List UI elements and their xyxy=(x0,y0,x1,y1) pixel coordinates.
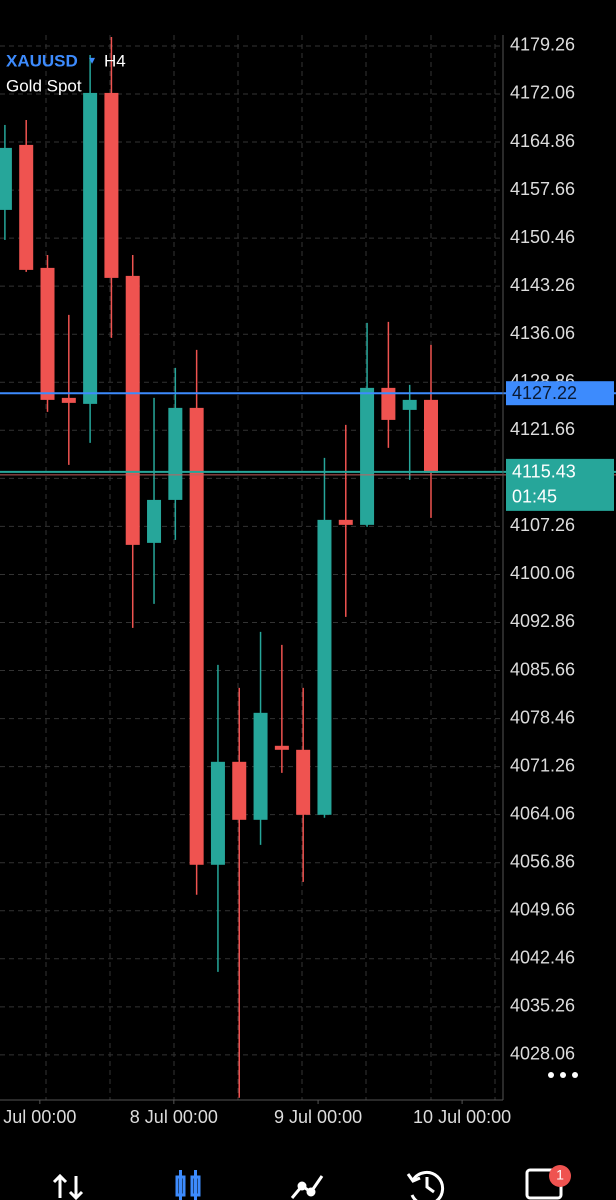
y-tick-label: 4064.06 xyxy=(510,803,575,823)
y-tick-label: 4042.46 xyxy=(510,948,575,968)
nav-trade[interactable] xyxy=(290,1175,324,1199)
candle-body xyxy=(104,92,119,278)
candle-body xyxy=(19,144,34,270)
x-tick-label: 9 Jul 00:00 xyxy=(274,1107,362,1127)
candle-body xyxy=(147,499,162,543)
candle-body xyxy=(296,749,311,815)
plot-area xyxy=(0,37,616,1098)
price-label: 4127.22 xyxy=(512,383,577,403)
vertical-grid xyxy=(45,35,496,1100)
nav-quotes[interactable] xyxy=(52,1173,84,1200)
nav-history[interactable] xyxy=(406,1170,445,1200)
candle-body xyxy=(189,407,204,865)
candle-body xyxy=(360,387,375,525)
y-tick-label: 4056.86 xyxy=(510,851,575,871)
candle-body xyxy=(253,712,268,820)
candle-body xyxy=(168,407,183,500)
candle-body xyxy=(423,399,438,473)
y-tick-label: 4157.66 xyxy=(510,179,575,199)
y-tick-label: 4078.46 xyxy=(510,707,575,727)
x-tick-label: 10 Jul 00:00 xyxy=(413,1107,511,1127)
y-tick-label: 4092.86 xyxy=(510,611,575,631)
y-tick-label: 4049.66 xyxy=(510,900,575,920)
candle-body xyxy=(381,387,396,420)
nav-messages[interactable] xyxy=(525,1165,571,1200)
y-tick-label: 4107.26 xyxy=(510,515,575,535)
x-tick-label: 8 Jul 00:00 xyxy=(130,1107,218,1127)
candle-body xyxy=(274,745,289,750)
candle-body xyxy=(61,397,76,403)
candle-body xyxy=(125,275,140,545)
more-menu[interactable] xyxy=(548,1072,578,1078)
y-tick-label: 4164.86 xyxy=(510,131,575,151)
y-tick-label: 4035.26 xyxy=(510,996,575,1016)
y-tick-label: 4172.06 xyxy=(510,83,575,103)
candle-body xyxy=(40,267,55,400)
y-tick-label: 4136.06 xyxy=(510,323,575,343)
candle-body xyxy=(0,147,12,210)
y-tick-label: 4071.26 xyxy=(510,755,575,775)
x-tick-label: Jul 00:00 xyxy=(3,1107,76,1127)
symbol[interactable]: XAUUSD xyxy=(6,51,78,70)
timeframe[interactable]: H4 xyxy=(104,51,126,70)
notification-badge: 1 xyxy=(556,1167,564,1183)
y-tick-label: 4179.26 xyxy=(510,35,575,55)
nav-chart[interactable] xyxy=(175,1170,201,1200)
candle-body xyxy=(210,761,225,865)
price-label-box xyxy=(506,381,614,406)
price-label-box xyxy=(506,458,614,511)
candle-body xyxy=(338,519,353,525)
candle-body xyxy=(232,761,247,820)
price-label: 4115.43 xyxy=(512,462,576,482)
candle-body xyxy=(402,399,417,410)
y-tick-label: 4150.46 xyxy=(510,227,575,247)
symbol-dropdown[interactable]: ▾ xyxy=(89,53,95,67)
y-tick-label: 4143.26 xyxy=(510,275,575,295)
candle-body xyxy=(83,92,98,404)
candle-body xyxy=(317,519,332,815)
countdown: 01:45 xyxy=(512,487,557,507)
y-tick-label: 4100.06 xyxy=(510,563,575,583)
price-labels: 4127.22 4115.43 01:45 xyxy=(506,381,614,511)
description: Gold Spot xyxy=(6,76,82,95)
y-tick-label: 4121.66 xyxy=(510,419,575,439)
y-tick-label: 4085.66 xyxy=(510,659,575,679)
y-tick-label: 4028.06 xyxy=(510,1044,575,1064)
